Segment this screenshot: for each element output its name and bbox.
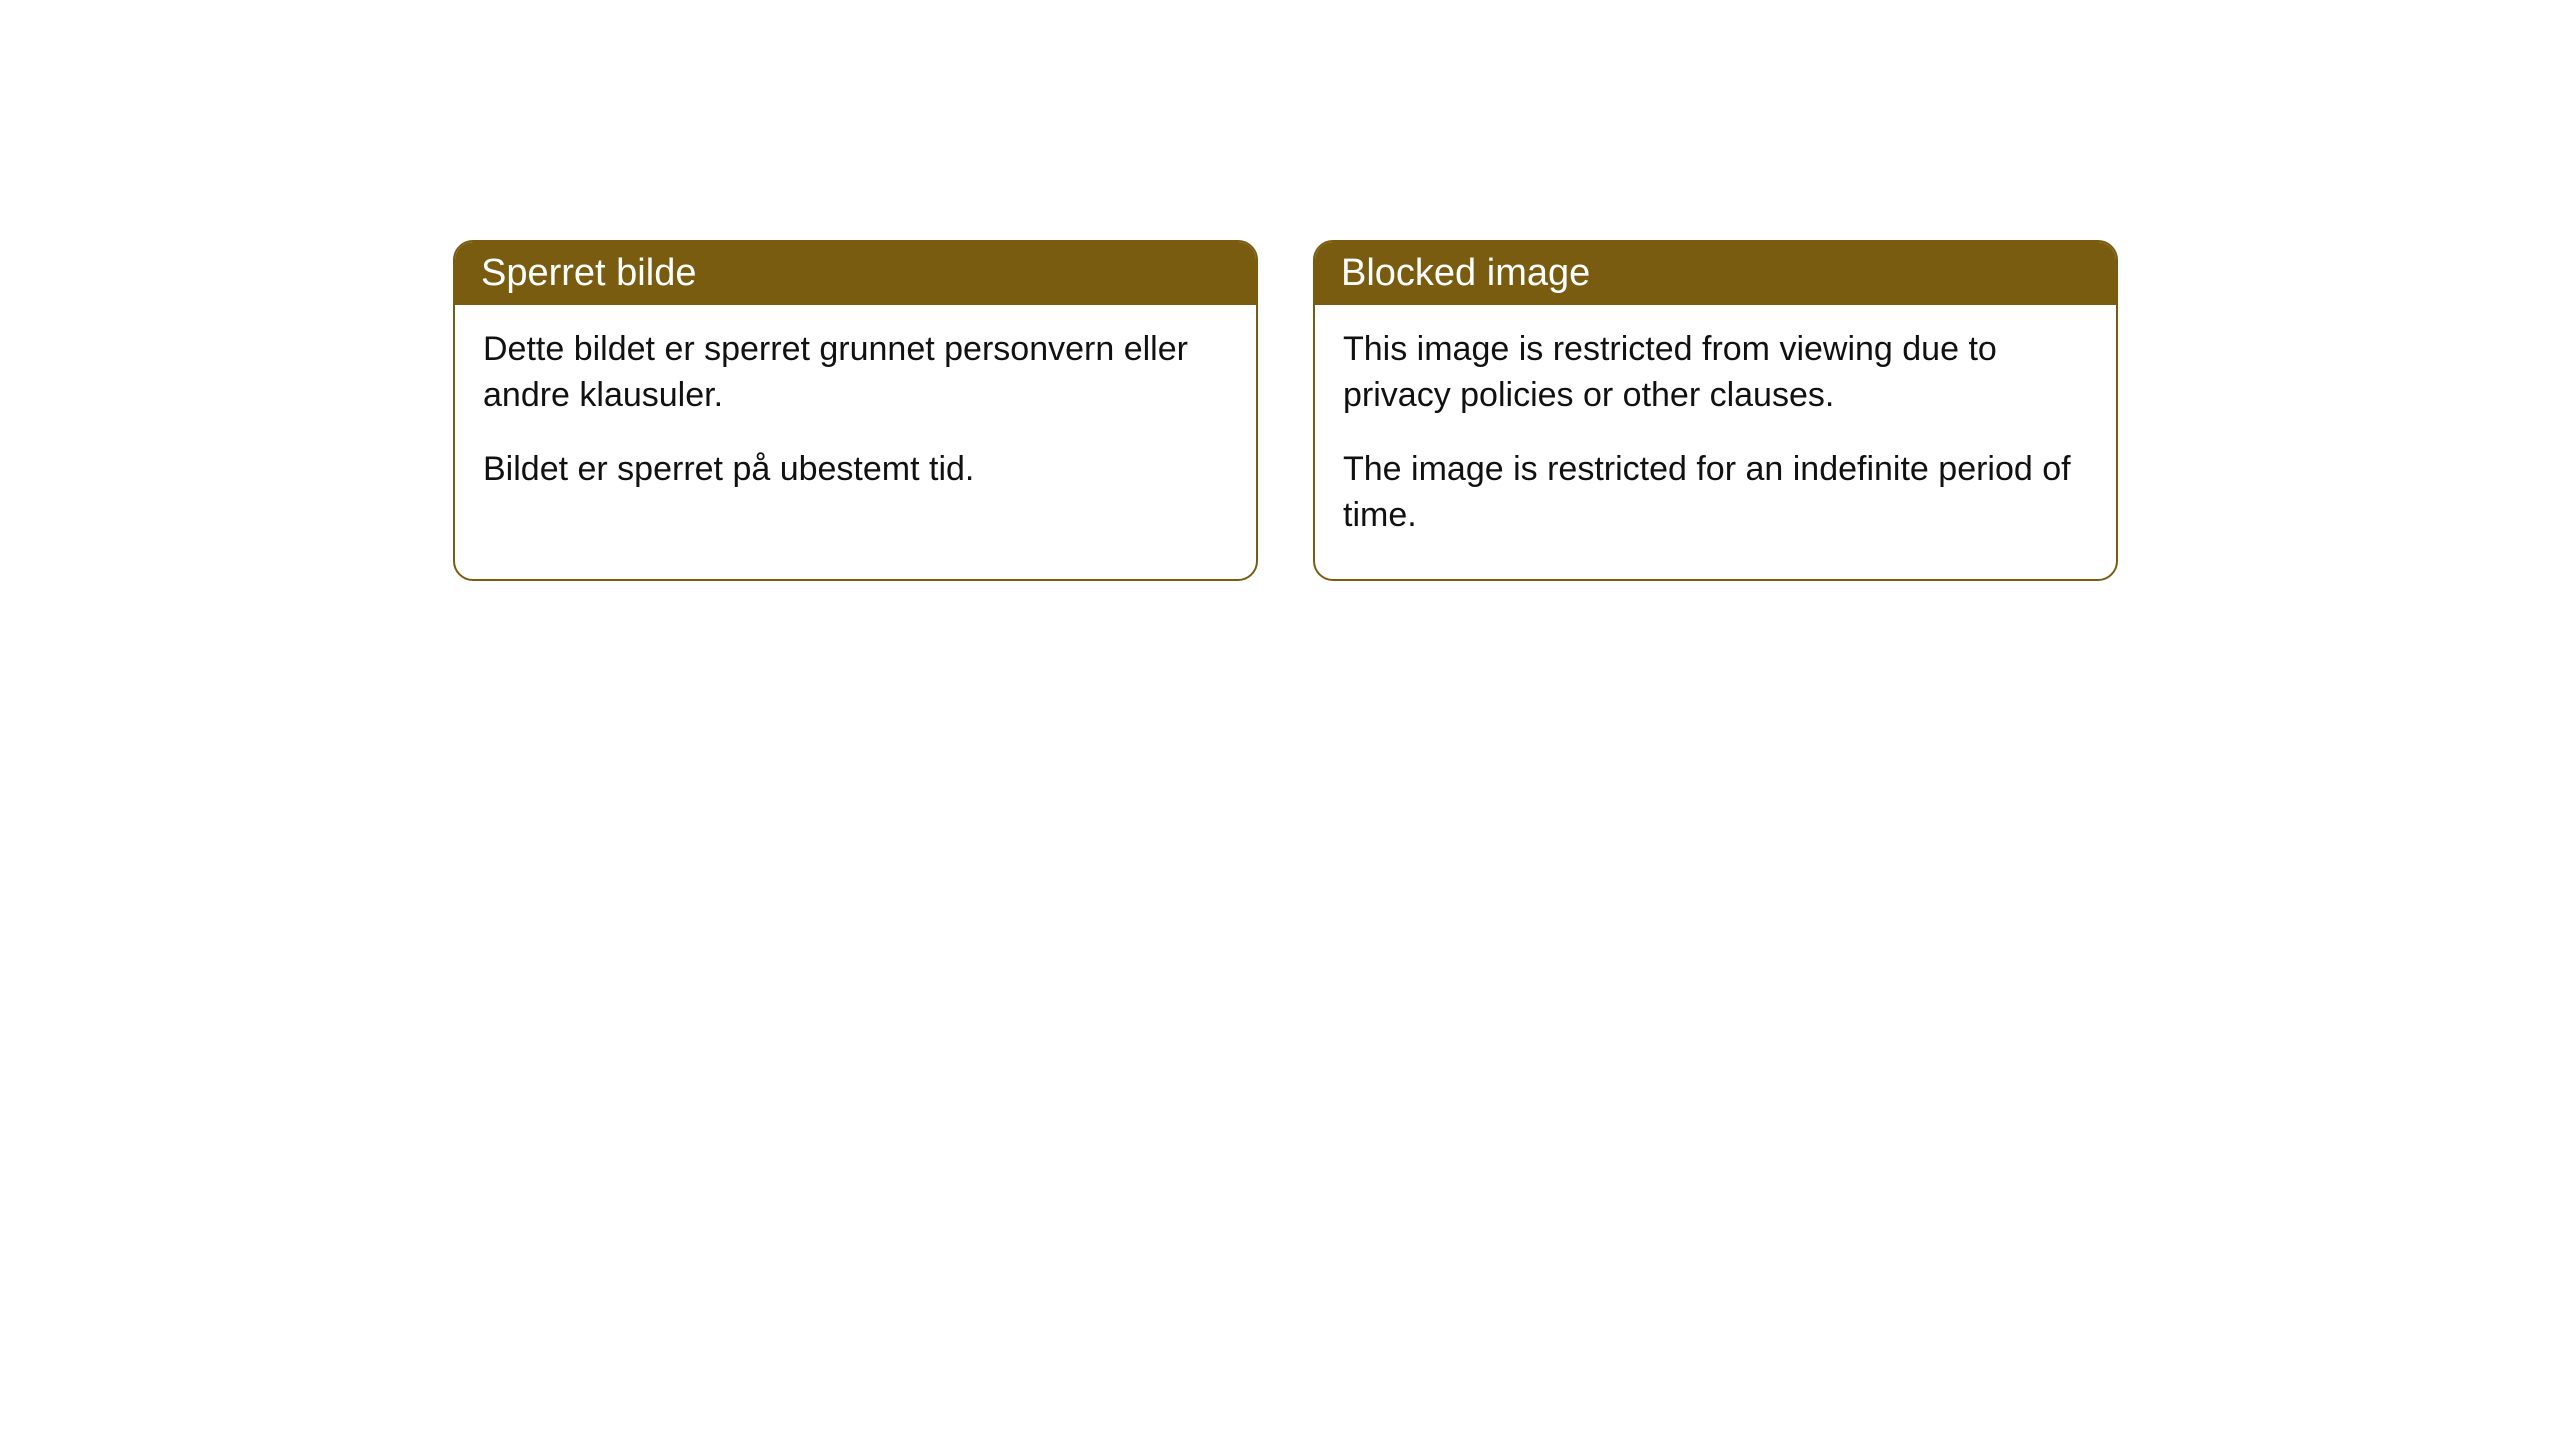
card-header: Blocked image <box>1315 242 2116 305</box>
blocked-image-card-norwegian: Sperret bilde Dette bildet er sperret gr… <box>453 240 1258 581</box>
notice-cards-container: Sperret bilde Dette bildet er sperret gr… <box>453 240 2118 581</box>
card-title: Blocked image <box>1341 252 1590 294</box>
blocked-image-card-english: Blocked image This image is restricted f… <box>1313 240 2118 581</box>
card-title: Sperret bilde <box>481 252 696 294</box>
card-body: Dette bildet er sperret grunnet personve… <box>455 305 1256 533</box>
card-paragraph: Bildet er sperret på ubestemt tid. <box>483 447 1228 493</box>
card-header: Sperret bilde <box>455 242 1256 305</box>
card-paragraph: Dette bildet er sperret grunnet personve… <box>483 327 1228 419</box>
card-body: This image is restricted from viewing du… <box>1315 305 2116 579</box>
card-paragraph: The image is restricted for an indefinit… <box>1343 447 2088 539</box>
card-paragraph: This image is restricted from viewing du… <box>1343 327 2088 419</box>
